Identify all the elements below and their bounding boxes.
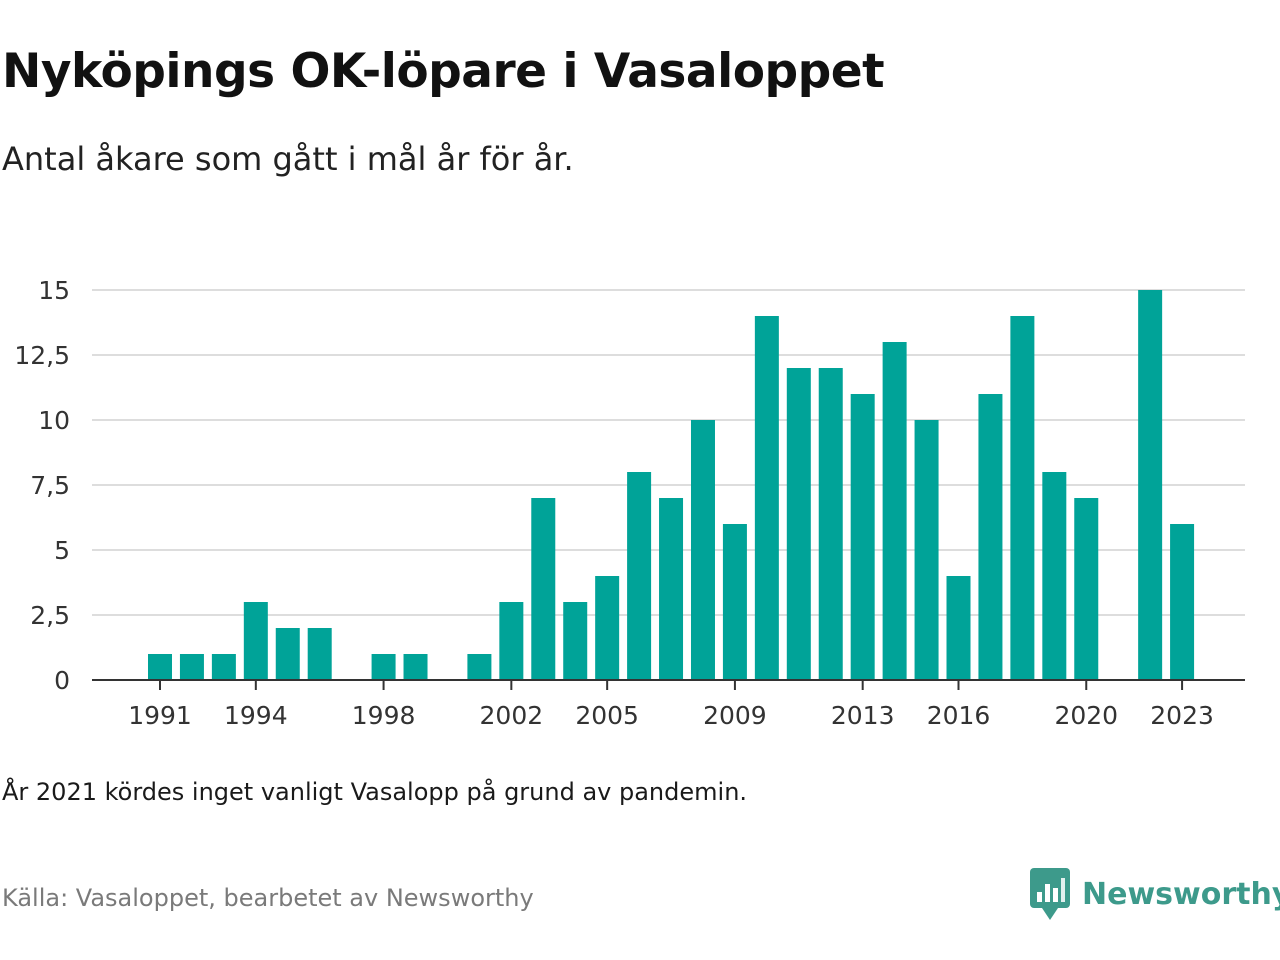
bar-2008 (690, 420, 715, 680)
bar-1996 (307, 628, 332, 680)
newsworthy-logo: Newsworthy (1030, 868, 1280, 920)
bar-2017 (978, 394, 1003, 680)
x-tick-label: 1991 (128, 701, 192, 730)
chart-subtitle: Antal åkare som gått i mål år för år. (2, 140, 574, 178)
bar-2022 (1138, 290, 1163, 680)
axes: 0 2,5 5 7,5 10 12,5 15 1991 1994 1998 2002 2005 2009… (14, 276, 1245, 730)
bar-2009 (722, 524, 747, 680)
bar-2002 (499, 602, 524, 680)
bar-1992 (179, 654, 204, 680)
bar-2020 (1074, 498, 1099, 680)
bar-2015 (914, 420, 939, 680)
bar-2010 (754, 316, 779, 680)
bar-2023 (1170, 524, 1195, 680)
y-tick-label: 7,5 (30, 471, 70, 500)
bar-2012 (818, 368, 843, 680)
bar-chart: 0 2,5 5 7,5 10 12,5 15 1991 1994 1998 2002 2005 2009… (14, 276, 1245, 730)
bar-1999 (403, 654, 428, 680)
y-tick-label: 12,5 (14, 341, 70, 370)
x-tick-label: 2016 (927, 701, 991, 730)
bar-2014 (882, 342, 907, 680)
bar-2019 (1042, 472, 1067, 680)
y-tick-label: 5 (54, 536, 70, 565)
bars (148, 290, 1195, 680)
bar-1994 (243, 602, 268, 680)
bar-1991 (148, 654, 172, 680)
bar-2011 (786, 368, 811, 680)
x-tick-label: 2023 (1150, 701, 1214, 730)
x-tick-label: 2002 (480, 701, 544, 730)
y-tick-label: 15 (38, 276, 70, 305)
bar-2001 (467, 654, 492, 680)
bar-1993 (211, 654, 236, 680)
bar-2013 (850, 394, 875, 680)
x-tick-label: 2005 (575, 701, 639, 730)
x-tick-label: 2020 (1054, 701, 1118, 730)
bar-2007 (659, 498, 684, 680)
x-tick-label: 1994 (224, 701, 288, 730)
bar-2006 (627, 472, 652, 680)
y-tick-label: 2,5 (30, 601, 70, 630)
y-tick-label: 10 (38, 406, 70, 435)
x-tick-label: 2009 (703, 701, 767, 730)
bar-2003 (531, 498, 556, 680)
bar-2004 (563, 602, 588, 680)
bar-1998 (371, 654, 396, 680)
bar-2016 (946, 576, 971, 680)
y-tick-label: 0 (54, 666, 70, 695)
bar-2018 (1010, 316, 1035, 680)
brand-name: Newsworthy (1082, 876, 1280, 912)
x-tick-label: 1998 (352, 701, 416, 730)
bar-1995 (275, 628, 300, 680)
bar-chart-bubble-icon (1030, 868, 1070, 920)
chart-title: Nyköpings OK-löpare i Vasaloppet (2, 44, 885, 99)
chart-note: År 2021 kördes inget vanligt Vasalopp på… (2, 778, 748, 806)
source-credit: Källa: Vasaloppet, bearbetet av Newswort… (2, 884, 534, 912)
x-tick-label: 2013 (831, 701, 895, 730)
bar-2005 (595, 576, 620, 680)
